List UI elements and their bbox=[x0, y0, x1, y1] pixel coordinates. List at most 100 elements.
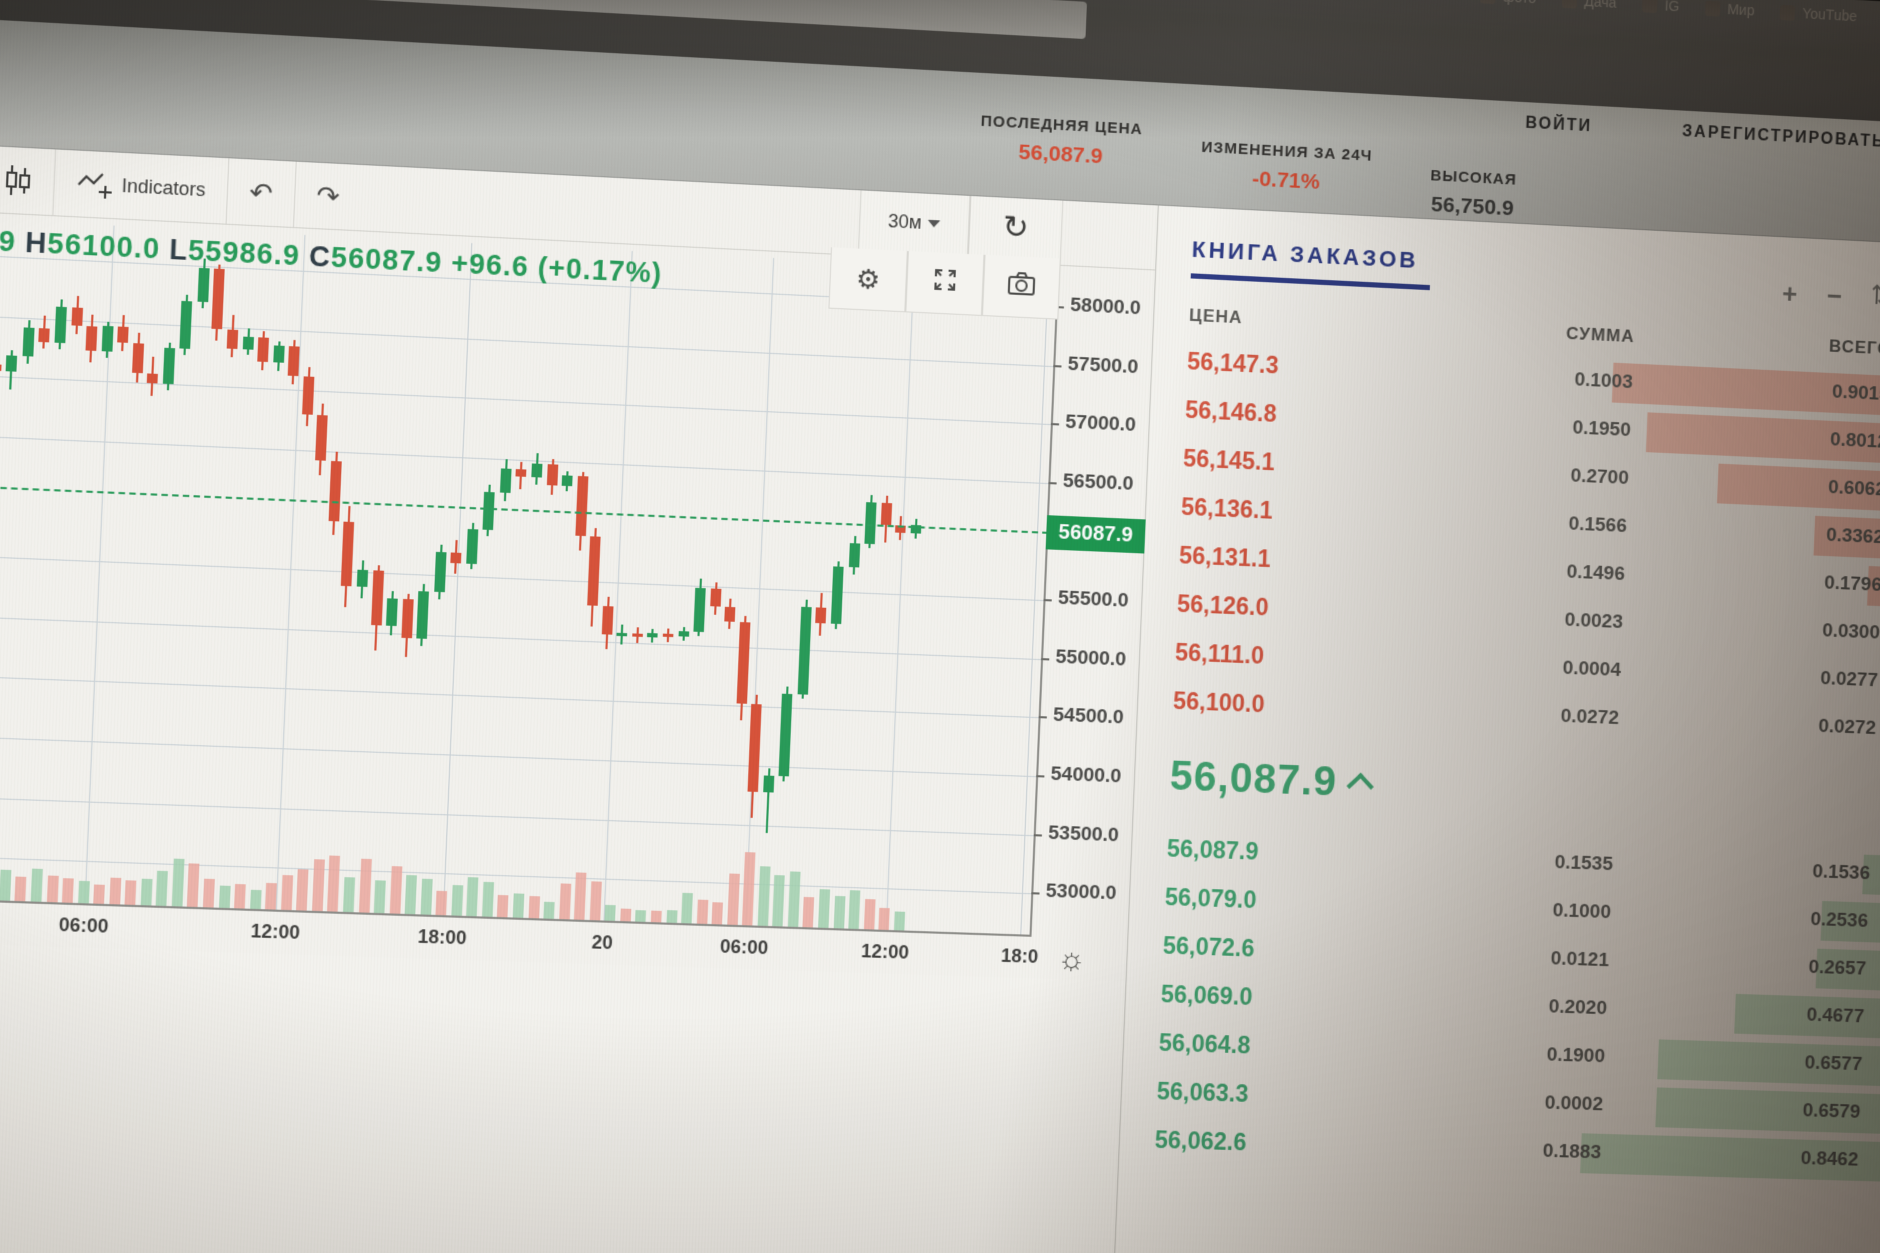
volume-bar bbox=[14, 876, 27, 902]
order-book-panel: КНИГА ЗАКАЗОВ + − ЦЕНА СУММА ВСЕГО bbox=[1112, 205, 1880, 1253]
bookmark-item[interactable]: IG bbox=[1642, 0, 1680, 14]
chart-plot[interactable] bbox=[0, 216, 1059, 935]
volume-bar bbox=[681, 892, 693, 924]
indicators-label: Indicators bbox=[121, 174, 207, 200]
settings-button[interactable]: ⚙ bbox=[828, 247, 908, 313]
volume-bar bbox=[358, 858, 372, 913]
volume-bar bbox=[435, 890, 448, 916]
candle-body bbox=[450, 551, 462, 564]
expand-icon bbox=[932, 266, 958, 299]
bookmark-item[interactable]: YouTube bbox=[1780, 4, 1857, 24]
register-button[interactable]: ЗАРЕГИСТРИРОВАТЬСЯ bbox=[1681, 122, 1880, 153]
undo-button[interactable]: ↶ bbox=[226, 158, 297, 228]
candle-body bbox=[226, 329, 239, 349]
candle-body bbox=[146, 373, 159, 384]
refresh-icon: ↻ bbox=[1001, 209, 1030, 246]
time-tick-label: 12:00 bbox=[250, 920, 301, 944]
order-total: 0.8012 bbox=[1829, 428, 1880, 453]
bookmark-item[interactable]: Дача bbox=[1562, 0, 1617, 11]
order-price: 56,147.3 bbox=[1186, 347, 1280, 379]
price-tick-label: 55500.0 bbox=[1057, 587, 1130, 613]
candle-body bbox=[400, 598, 414, 639]
order-total: 0.6062 bbox=[1827, 476, 1880, 501]
volume-bar bbox=[342, 877, 356, 913]
volume-bar bbox=[512, 893, 525, 918]
candles-style-button[interactable] bbox=[0, 145, 57, 216]
bookmark-item[interactable]: фото bbox=[1480, 0, 1537, 6]
order-price: 56,064.8 bbox=[1158, 1029, 1252, 1059]
volume-bar bbox=[528, 895, 540, 919]
order-amount: 0.0002 bbox=[1544, 1092, 1604, 1116]
candle-body bbox=[587, 536, 601, 606]
order-price: 56,087.9 bbox=[1166, 834, 1260, 865]
candle-body bbox=[724, 607, 736, 622]
candle-body bbox=[616, 632, 628, 637]
candle-body bbox=[242, 336, 254, 350]
redo-button[interactable]: ↷ bbox=[294, 162, 363, 231]
candle-body bbox=[416, 591, 430, 640]
candle-body bbox=[515, 469, 527, 477]
candle-body bbox=[70, 307, 83, 327]
order-amount: 0.1496 bbox=[1566, 561, 1626, 586]
order-price: 56,069.0 bbox=[1160, 980, 1254, 1011]
theme-sun-icon[interactable]: ☼ bbox=[1056, 941, 1087, 977]
volume-bar bbox=[802, 896, 815, 928]
sort-arrows-icon[interactable] bbox=[1871, 282, 1880, 314]
bookmark-favicon bbox=[1480, 0, 1497, 4]
volume-bar bbox=[296, 869, 309, 911]
candle-body bbox=[257, 336, 270, 363]
volume-bar bbox=[202, 878, 215, 908]
volume-bar bbox=[234, 883, 246, 909]
login-button[interactable]: ВОЙТИ bbox=[1524, 114, 1593, 136]
volume-bar bbox=[187, 863, 200, 908]
order-amount: 0.1003 bbox=[1573, 369, 1634, 394]
bookmark-item[interactable]: Мир bbox=[1705, 0, 1755, 19]
volume-bar bbox=[620, 908, 632, 922]
order-amount: 0.0121 bbox=[1550, 947, 1610, 972]
depth-zoom-in-button[interactable]: + bbox=[1781, 277, 1798, 310]
order-amount: 0.1950 bbox=[1572, 417, 1632, 442]
candle-body bbox=[830, 566, 844, 624]
candle-body bbox=[778, 693, 793, 777]
bids-list: 56,087.9 0.1535 0.1536 56,079.0 0.1000 0.2536… bbox=[1154, 826, 1880, 1187]
column-total: ВСЕГО bbox=[1828, 336, 1880, 359]
refresh-button[interactable]: ↻ bbox=[967, 195, 1064, 260]
ohlc-close: 56087.9 bbox=[330, 241, 443, 279]
candle-body bbox=[54, 306, 67, 344]
candle-body bbox=[38, 327, 51, 343]
time-tick-label: 18:0 bbox=[1000, 945, 1039, 968]
volume-bar bbox=[249, 889, 262, 910]
candle-body bbox=[370, 570, 384, 626]
candle-body bbox=[197, 268, 210, 303]
caret-down-icon bbox=[927, 219, 941, 228]
indicator-zigzag-icon bbox=[76, 168, 114, 202]
volume-bar bbox=[218, 885, 231, 909]
indicators-button[interactable]: Indicators bbox=[53, 149, 230, 224]
grid-line-h bbox=[0, 613, 1044, 661]
candle-body bbox=[22, 327, 35, 357]
candle-body bbox=[561, 475, 573, 486]
depth-zoom-out-button[interactable]: − bbox=[1826, 280, 1843, 312]
candle-body bbox=[328, 460, 342, 521]
order-total: 0.8462 bbox=[1800, 1147, 1859, 1171]
chart-panel: Indicators ↶ ↷ 30м ↻ bbox=[0, 142, 1159, 1253]
snapshot-button[interactable] bbox=[981, 254, 1061, 320]
volume-bar bbox=[497, 894, 509, 918]
order-price: 56,062.6 bbox=[1154, 1126, 1247, 1156]
interval-dropdown[interactable]: 30м bbox=[857, 190, 971, 256]
candle-body bbox=[736, 622, 751, 704]
candle-body bbox=[747, 704, 762, 792]
candle-body bbox=[211, 268, 226, 330]
order-amount: 0.1883 bbox=[1542, 1140, 1602, 1164]
price-tick-label: 58000.0 bbox=[1069, 294, 1142, 320]
candle-body bbox=[601, 605, 614, 635]
order-amount: 0.2020 bbox=[1548, 996, 1608, 1020]
volume-bar bbox=[757, 866, 771, 926]
order-amount: 0.2700 bbox=[1570, 465, 1630, 490]
fullscreen-button[interactable] bbox=[905, 251, 985, 316]
redo-icon: ↷ bbox=[315, 179, 341, 212]
gear-icon: ⚙ bbox=[855, 262, 881, 295]
volume-bar bbox=[93, 884, 105, 904]
